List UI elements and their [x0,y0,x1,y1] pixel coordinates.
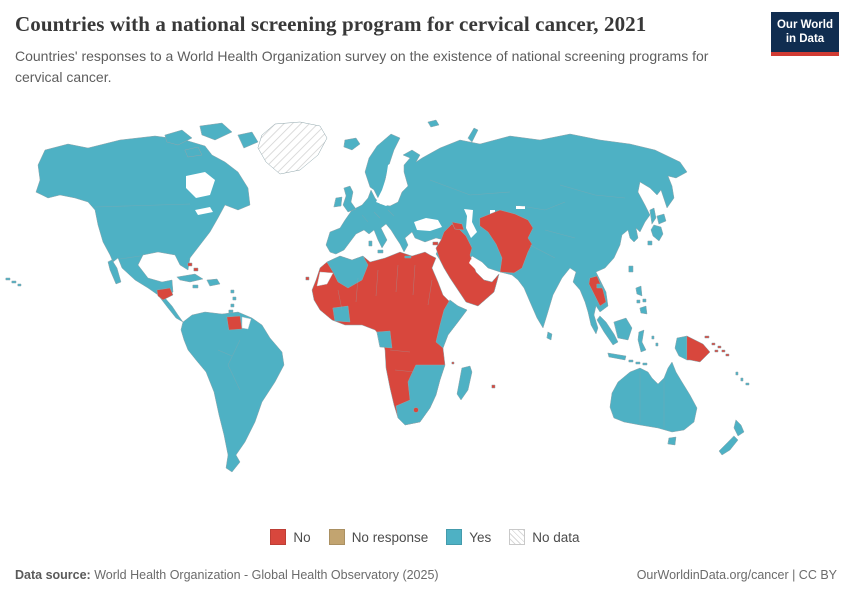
map-region-java[interactable] [607,352,627,361]
map-region-png-islands[interactable] [704,335,719,353]
legend-item-no_data[interactable]: No data [509,529,580,545]
legend-label-no: No [293,529,311,545]
country-borders [94,179,665,428]
persian-gulf [469,259,490,279]
lake-balkhash [516,206,525,209]
map-region-tasmania[interactable] [667,436,677,446]
map-region-sri-lanka[interactable] [546,331,553,341]
map-region-madagascar[interactable] [456,365,473,401]
map-region-cyprus[interactable] [432,241,439,246]
map-region-new-zealand[interactable] [718,419,745,456]
map-region-crete[interactable] [404,255,412,259]
legend-item-yes[interactable]: Yes [446,529,491,545]
owid-link[interactable]: OurWorldinData.org/cancer | CC BY [636,568,837,582]
map-region-french-guiana[interactable] [241,316,252,330]
world-map-svg [5,119,750,473]
map-region-horn-of-africa[interactable] [435,299,468,349]
map-region-jamaica[interactable] [192,284,199,289]
map-region-iceland[interactable] [343,137,361,151]
map-region-honduras[interactable] [156,287,174,301]
map-region-hainan[interactable] [596,283,603,289]
map-region-pacific-islands[interactable] [735,371,750,386]
map-region-sicily[interactable] [377,249,384,254]
map-region-baja-california[interactable] [107,259,122,285]
map-region-azerbaijan[interactable] [451,221,465,231]
legend-swatch-yes [446,529,463,545]
map-region-united-kingdom[interactable] [342,185,357,213]
map-region-arctic-islands[interactable] [164,122,259,158]
data-source-label: Data source: [15,568,91,582]
map-region-philippines[interactable] [635,285,648,315]
map-region-mauritius[interactable] [491,384,496,389]
map-region-lesser-sunda-moluccas[interactable] [628,335,659,366]
footer: Data source: World Health Organization -… [15,568,837,582]
map-region-lesotho[interactable] [413,407,419,413]
legend-item-no[interactable]: No [270,529,311,545]
map-region-western-sahara[interactable] [316,271,334,287]
red-sea [433,262,460,300]
map-region-sardinia[interactable] [368,240,373,247]
map-region-cape-verde[interactable] [305,276,310,281]
map-region-solomon-islands[interactable] [717,345,730,357]
baltic-sea [376,162,402,206]
page-title: Countries with a national screening prog… [15,12,647,36]
map-region-gabon-congo[interactable] [376,330,393,349]
map-region-bahamas-2[interactable] [193,267,199,272]
hudson-bay [186,172,215,198]
legend-label-yes: Yes [469,529,492,545]
map-region-central-asia-afghanistan-pakistan[interactable] [479,209,534,274]
map-region-west-africa-coastal[interactable] [332,305,351,323]
map-region-novaya-zemlya[interactable] [467,127,479,143]
legend-item-no_response[interactable]: No response [328,529,429,545]
aral-sea [490,210,495,215]
map-region-taiwan[interactable] [628,265,634,273]
data-source-text: World Health Organization - Global Healt… [90,568,439,582]
map-region-bahamas[interactable] [187,262,193,267]
legend-swatch-no [270,529,287,545]
map-region-svalbard[interactable] [427,119,440,128]
map-region-comoros[interactable] [451,361,455,365]
data-source[interactable]: Data source: World Health Organization -… [15,568,439,582]
map-region-south-america[interactable] [180,311,285,473]
map-region-sulawesi[interactable] [637,329,647,353]
owid-logo[interactable]: Our World in Data [771,12,839,56]
map-region-hispaniola[interactable] [206,278,221,287]
legend-swatch-no_data [509,529,526,545]
great-lakes [195,207,213,215]
map-region-sakhalin[interactable] [649,207,657,225]
legend-label-no_data: No data [532,529,580,545]
map-region-west-new-guinea[interactable] [674,335,688,361]
map-region-suriname[interactable] [226,315,243,331]
owid-logo-line1: Our World [776,19,833,31]
map-region-north-america[interactable] [35,135,251,323]
black-sea [414,218,442,231]
map-region-southern-africa[interactable] [395,364,446,426]
map-region-lesser-antilles[interactable] [228,289,237,314]
map-region-cuba[interactable] [176,273,204,283]
map-region-laos[interactable] [588,275,607,307]
map-region-australia[interactable] [609,361,698,433]
map-region-ireland[interactable] [333,196,343,208]
map-region-papua-new-guinea[interactable] [686,335,711,363]
map-region-greenland[interactable] [257,121,328,175]
map-region-sumatra[interactable] [596,315,619,346]
world-map [0,110,850,550]
page-subtitle: Countries' responses to a World Health O… [15,48,709,85]
legend-swatch-no_response [328,529,345,545]
header: Countries with a national screening prog… [15,12,765,88]
map-legend: No No response Yes No data [0,529,850,545]
legend-label-no_response: No response [351,529,429,545]
map-region-japan[interactable] [647,213,667,246]
map-region-hawaii[interactable] [5,277,22,287]
map-region-borneo[interactable] [613,317,633,341]
caspian-sea [464,209,477,238]
owid-logo-line2: in Data [785,33,825,46]
